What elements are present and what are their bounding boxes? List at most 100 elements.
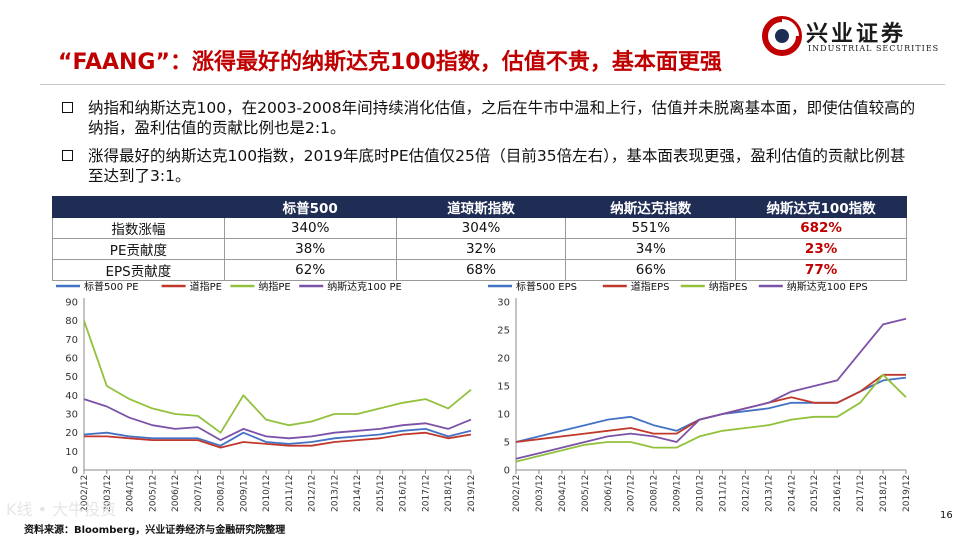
y-tick-label: 40	[65, 391, 78, 402]
x-tick-label: 2018/12	[879, 475, 889, 512]
bullet-square-icon	[62, 150, 73, 161]
x-tick-label: 2014/12	[787, 475, 797, 512]
x-tick-label: 2012/12	[308, 475, 318, 512]
legend-label: 纳指PE	[258, 280, 290, 293]
legend-item: 纳指PES	[680, 280, 748, 293]
x-tick-label: 2005/12	[148, 475, 158, 512]
table-header-row: 标普500 道琼斯指数 纳斯达克指数 纳斯达克100指数	[52, 196, 907, 218]
x-tick-label: 2011/12	[718, 475, 728, 512]
x-tick-label: 2016/12	[399, 475, 409, 512]
x-tick-label: 2012/12	[741, 475, 751, 512]
table-row-label: 指数涨幅	[52, 217, 225, 239]
y-tick-label: 10	[497, 410, 510, 421]
x-tick-label: 2008/12	[217, 475, 227, 512]
x-tick-label: 2006/12	[604, 475, 614, 512]
source-note: 资料来源：Bloomberg，兴业证券经济与金融研究院整理	[24, 525, 286, 536]
y-tick-label: 50	[65, 372, 78, 383]
series-line	[83, 427, 472, 447]
x-tick-label: 2009/12	[239, 475, 249, 512]
series-line	[83, 320, 472, 434]
legend-label: 纳斯达克100 EPS	[787, 280, 868, 293]
y-tick-label: 20	[497, 354, 510, 365]
y-tick-label: 30	[65, 410, 78, 421]
table-cell: 551%	[565, 217, 737, 239]
x-tick-label: 2004/12	[558, 475, 568, 512]
legend-item: 标普500 PE	[56, 280, 139, 293]
x-tick-label: 2013/12	[764, 475, 774, 512]
bullet-item: 纳指和纳斯达克100，在2003-2008年间持续消化估值，之后在牛市中温和上行…	[60, 98, 920, 138]
bullet-item: 涨得最好的纳斯达克100指数，2019年底时PE估值仅25倍（目前35倍左右），…	[60, 146, 920, 186]
x-tick-label: 2003/12	[535, 475, 545, 512]
series-line	[515, 373, 907, 463]
legend-label: 道指EPS	[631, 280, 670, 293]
legend-item: 道指EPS	[602, 280, 670, 293]
x-tick-label: 2017/12	[421, 475, 431, 512]
bullet-text: 纳指和纳斯达克100，在2003-2008年间持续消化估值，之后在牛市中温和上行…	[88, 99, 916, 137]
legend-item: 道指PE	[161, 280, 222, 293]
x-tick-label: 2010/12	[696, 475, 706, 512]
x-tick-label: 2002/12	[512, 475, 522, 512]
y-tick-label: 70	[65, 335, 78, 346]
table-cell: 304%	[395, 217, 567, 239]
table-row-label: PE贡献度	[52, 238, 225, 260]
x-tick-label: 2003/12	[103, 475, 113, 512]
x-tick-label: 2018/12	[444, 475, 454, 512]
x-tick-label: 2019/12	[467, 475, 477, 512]
company-logo: 兴业证券 INDUSTRIAL SECURITIES	[762, 14, 952, 58]
y-tick-label: 30	[497, 298, 510, 309]
series-line	[84, 431, 472, 449]
table-cell: 38%	[223, 238, 397, 260]
page-title: “FAANG”：涨得最好的纳斯达克100指数，估值不贵，基本面更强	[58, 50, 722, 75]
table-cell: 66%	[565, 259, 737, 281]
table-header-cell: 纳斯达克100指数	[735, 196, 907, 218]
y-tick-label: 0	[504, 466, 510, 477]
pe-line-chart: 标普500 PE 道指PE 纳指PE 纳斯达克100 PE 0 10 20 30 40 50 60 7…	[56, 280, 477, 512]
table-cell: 68%	[395, 259, 567, 281]
y-tick-label: 10	[65, 447, 78, 458]
x-tick-label: 2015/12	[376, 475, 386, 512]
x-tick-label: 2009/12	[673, 475, 683, 512]
table-header-cell: 纳斯达克指数	[565, 196, 737, 218]
series-line	[515, 317, 907, 460]
legend-label: 道指PE	[190, 280, 222, 293]
legend-item: 纳指PE	[230, 280, 291, 293]
y-tick-label: 80	[65, 316, 78, 327]
header-divider	[40, 84, 945, 85]
legend-label: 纳斯达克100 PE	[327, 280, 402, 293]
y-tick-label: 25	[497, 326, 510, 337]
table-row: 指数涨幅 340% 304% 551% 682%	[52, 217, 907, 239]
eps-line-chart: 标普500 EPS 道指EPS 纳指PES 纳斯达克100 EPS 0 5 10 15 20 25…	[488, 280, 912, 512]
y-tick-label: 15	[497, 382, 510, 393]
legend-item: 纳斯达克100 PE	[299, 280, 402, 293]
x-tick-label: 2007/12	[194, 475, 204, 512]
table-header-cell	[52, 196, 225, 218]
y-tick-label: 60	[65, 354, 78, 365]
x-tick-label: 2017/12	[856, 475, 866, 512]
logo-text-en: INDUSTRIAL SECURITIES	[808, 44, 940, 53]
x-tick-label: 2015/12	[810, 475, 820, 512]
x-tick-label: 2002/12	[80, 475, 90, 512]
series-line	[83, 398, 472, 442]
contribution-table: 标普500 道琼斯指数 纳斯达克指数 纳斯达克100指数 指数涨幅 340% 3…	[52, 196, 907, 281]
table-cell-highlight: 23%	[735, 238, 907, 260]
table-row: PE贡献度 38% 32% 34% 23%	[52, 238, 907, 260]
table-cell-highlight: 77%	[735, 259, 907, 281]
x-tick-label: 2019/12	[902, 475, 912, 512]
table-cell-highlight: 682%	[735, 217, 907, 239]
x-tick-label: 2005/12	[581, 475, 591, 512]
table-cell: 32%	[395, 238, 567, 260]
legend-label: 纳指PES	[709, 280, 748, 293]
legend-item: 纳斯达克100 EPS	[758, 280, 868, 293]
x-tick-label: 2004/12	[126, 475, 136, 512]
x-tick-label: 2010/12	[262, 475, 272, 512]
x-tick-label: 2013/12	[330, 475, 340, 512]
logo-mark-icon	[762, 16, 802, 56]
y-tick-label: 20	[65, 428, 78, 439]
table-header-cell: 道琼斯指数	[395, 196, 567, 218]
table-cell: 62%	[223, 259, 397, 281]
table-cell: 34%	[565, 238, 737, 260]
legend-item: 标普500 EPS	[488, 280, 577, 293]
series-line	[515, 373, 906, 443]
y-tick-label: 0	[72, 466, 78, 477]
x-tick-label: 2006/12	[171, 475, 181, 512]
